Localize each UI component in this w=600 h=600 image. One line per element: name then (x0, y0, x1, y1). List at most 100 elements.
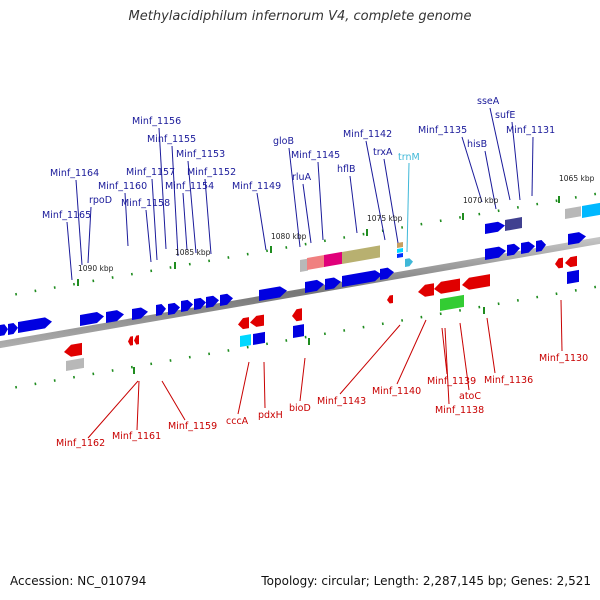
leader-line (66, 221, 73, 281)
gene-box (582, 202, 600, 218)
forward-gene-arrow (194, 297, 206, 310)
gene-label-minf-1135: Minf_1135 (418, 125, 467, 136)
gene-box (397, 247, 403, 253)
gene-label-hflb: hflB (337, 164, 356, 175)
gene-label-minf-1153: Minf_1153 (176, 149, 225, 160)
forward-gene-arrow (259, 286, 287, 301)
tick-label-1080: 1080 kbp (271, 232, 307, 241)
gene-label-minf-1149: Minf_1149 (232, 181, 281, 192)
leader-line (441, 327, 448, 375)
reverse-gene-arrow (238, 317, 249, 330)
map-title: Methylacidiphilum infernorum V4, complet… (128, 9, 472, 24)
gene-box (397, 241, 403, 248)
forward-gene-arrow (106, 310, 124, 323)
reverse-gene-arrow (64, 342, 82, 357)
leader-line (161, 380, 186, 421)
gene-label-minf-1158: Minf_1158 (121, 198, 170, 209)
forward-gene-arrow (521, 241, 535, 254)
leader-line (204, 178, 212, 255)
gene-label-minf-1155: Minf_1155 (147, 134, 196, 145)
gene-label-minf-1164: Minf_1164 (50, 168, 99, 179)
forward-gene-arrow (168, 302, 180, 315)
forward-gene-arrow (536, 240, 546, 252)
leader-line (461, 136, 483, 203)
leader-line (489, 107, 511, 201)
gene-box (567, 269, 579, 284)
leader-line (339, 324, 401, 395)
genome-backbone (0, 236, 600, 349)
leader-line (171, 145, 179, 257)
gene-box (440, 294, 464, 311)
leader-line (444, 327, 450, 405)
gene-label-minf-1139: Minf_1139 (427, 376, 476, 387)
forward-gene-arrow (220, 293, 233, 306)
forward-gene-arrow (568, 232, 586, 245)
forward-gene-arrow (0, 324, 8, 336)
gene-box (253, 331, 265, 345)
gene-box (240, 334, 251, 347)
leader-line (383, 158, 399, 244)
leader-line (256, 192, 267, 251)
leader-line (75, 179, 83, 266)
leader-line (151, 178, 158, 261)
gene-label-minf-1130: Minf_1130 (539, 353, 588, 364)
leader-line (406, 162, 410, 253)
forward-gene-arrow (342, 270, 382, 287)
gene-label-minf-1142: Minf_1142 (343, 129, 392, 140)
gene-label-pdxh: pdxH (258, 410, 283, 421)
gene-label-minf-1143: Minf_1143 (317, 396, 366, 407)
gene-label-minf-1156: Minf_1156 (132, 116, 181, 127)
gene-box (293, 324, 304, 338)
leader-line (349, 175, 358, 234)
gene-label-biod: bioD (289, 403, 311, 414)
leader-line (124, 192, 129, 247)
forward-gene-arrow (305, 279, 324, 293)
reverse-gene-arrow (565, 255, 577, 268)
forward-gene-arrow (485, 246, 506, 260)
gene-label-sufe: sufE (495, 110, 515, 121)
gene-label-minf-1165: Minf_1165 (42, 210, 91, 221)
forward-gene-arrow (206, 295, 219, 308)
gene-label-rpod: rpoD (89, 195, 112, 206)
reverse-gene-arrow (387, 294, 393, 304)
leader-line (145, 209, 152, 263)
leader-line (263, 361, 266, 409)
rna-arrow (405, 258, 413, 267)
gene-label-ccca: cccA (226, 416, 249, 427)
accession-text: Accession: NC_010794 (10, 574, 147, 588)
tick-marks (15, 192, 597, 389)
reverse-gene-arrow (434, 278, 460, 294)
forward-gene-arrow (18, 317, 52, 333)
gene-box (342, 245, 380, 264)
leader-line (182, 192, 188, 251)
leader-line (317, 161, 324, 241)
gene-features (0, 202, 600, 371)
forward-gene-arrow (8, 323, 18, 335)
gene-label-minf-1138: Minf_1138 (435, 405, 484, 416)
gene-label-minf-1162: Minf_1162 (56, 438, 105, 449)
gene-label-trxa: trxA (373, 147, 393, 158)
leader-line (288, 147, 301, 248)
gene-box (307, 254, 325, 270)
leader-line (87, 206, 92, 264)
leader-line (484, 150, 497, 210)
rna-label-trnm: trnM (398, 152, 420, 163)
forward-gene-arrow (156, 304, 166, 316)
genome-summary-text: Topology: circular; Length: 2,287,145 bp… (261, 574, 591, 588)
leader-line (396, 319, 427, 385)
forward-gene-arrow (181, 299, 193, 312)
leader-line (365, 140, 386, 241)
reverse-gene-arrow (418, 283, 434, 297)
leader-line (560, 299, 563, 352)
forward-gene-arrow (80, 312, 104, 326)
gene-box (505, 217, 522, 231)
tick-label-1070: 1070 kbp (463, 196, 499, 205)
leader-line (237, 361, 250, 415)
gene-label-minf-1159: Minf_1159 (168, 421, 217, 432)
gene-box (565, 206, 581, 219)
gene-label-glob: gloB (273, 136, 294, 147)
leader-line (136, 380, 140, 431)
reverse-gene-arrow (250, 314, 264, 327)
reverse-gene-arrow (555, 257, 563, 269)
